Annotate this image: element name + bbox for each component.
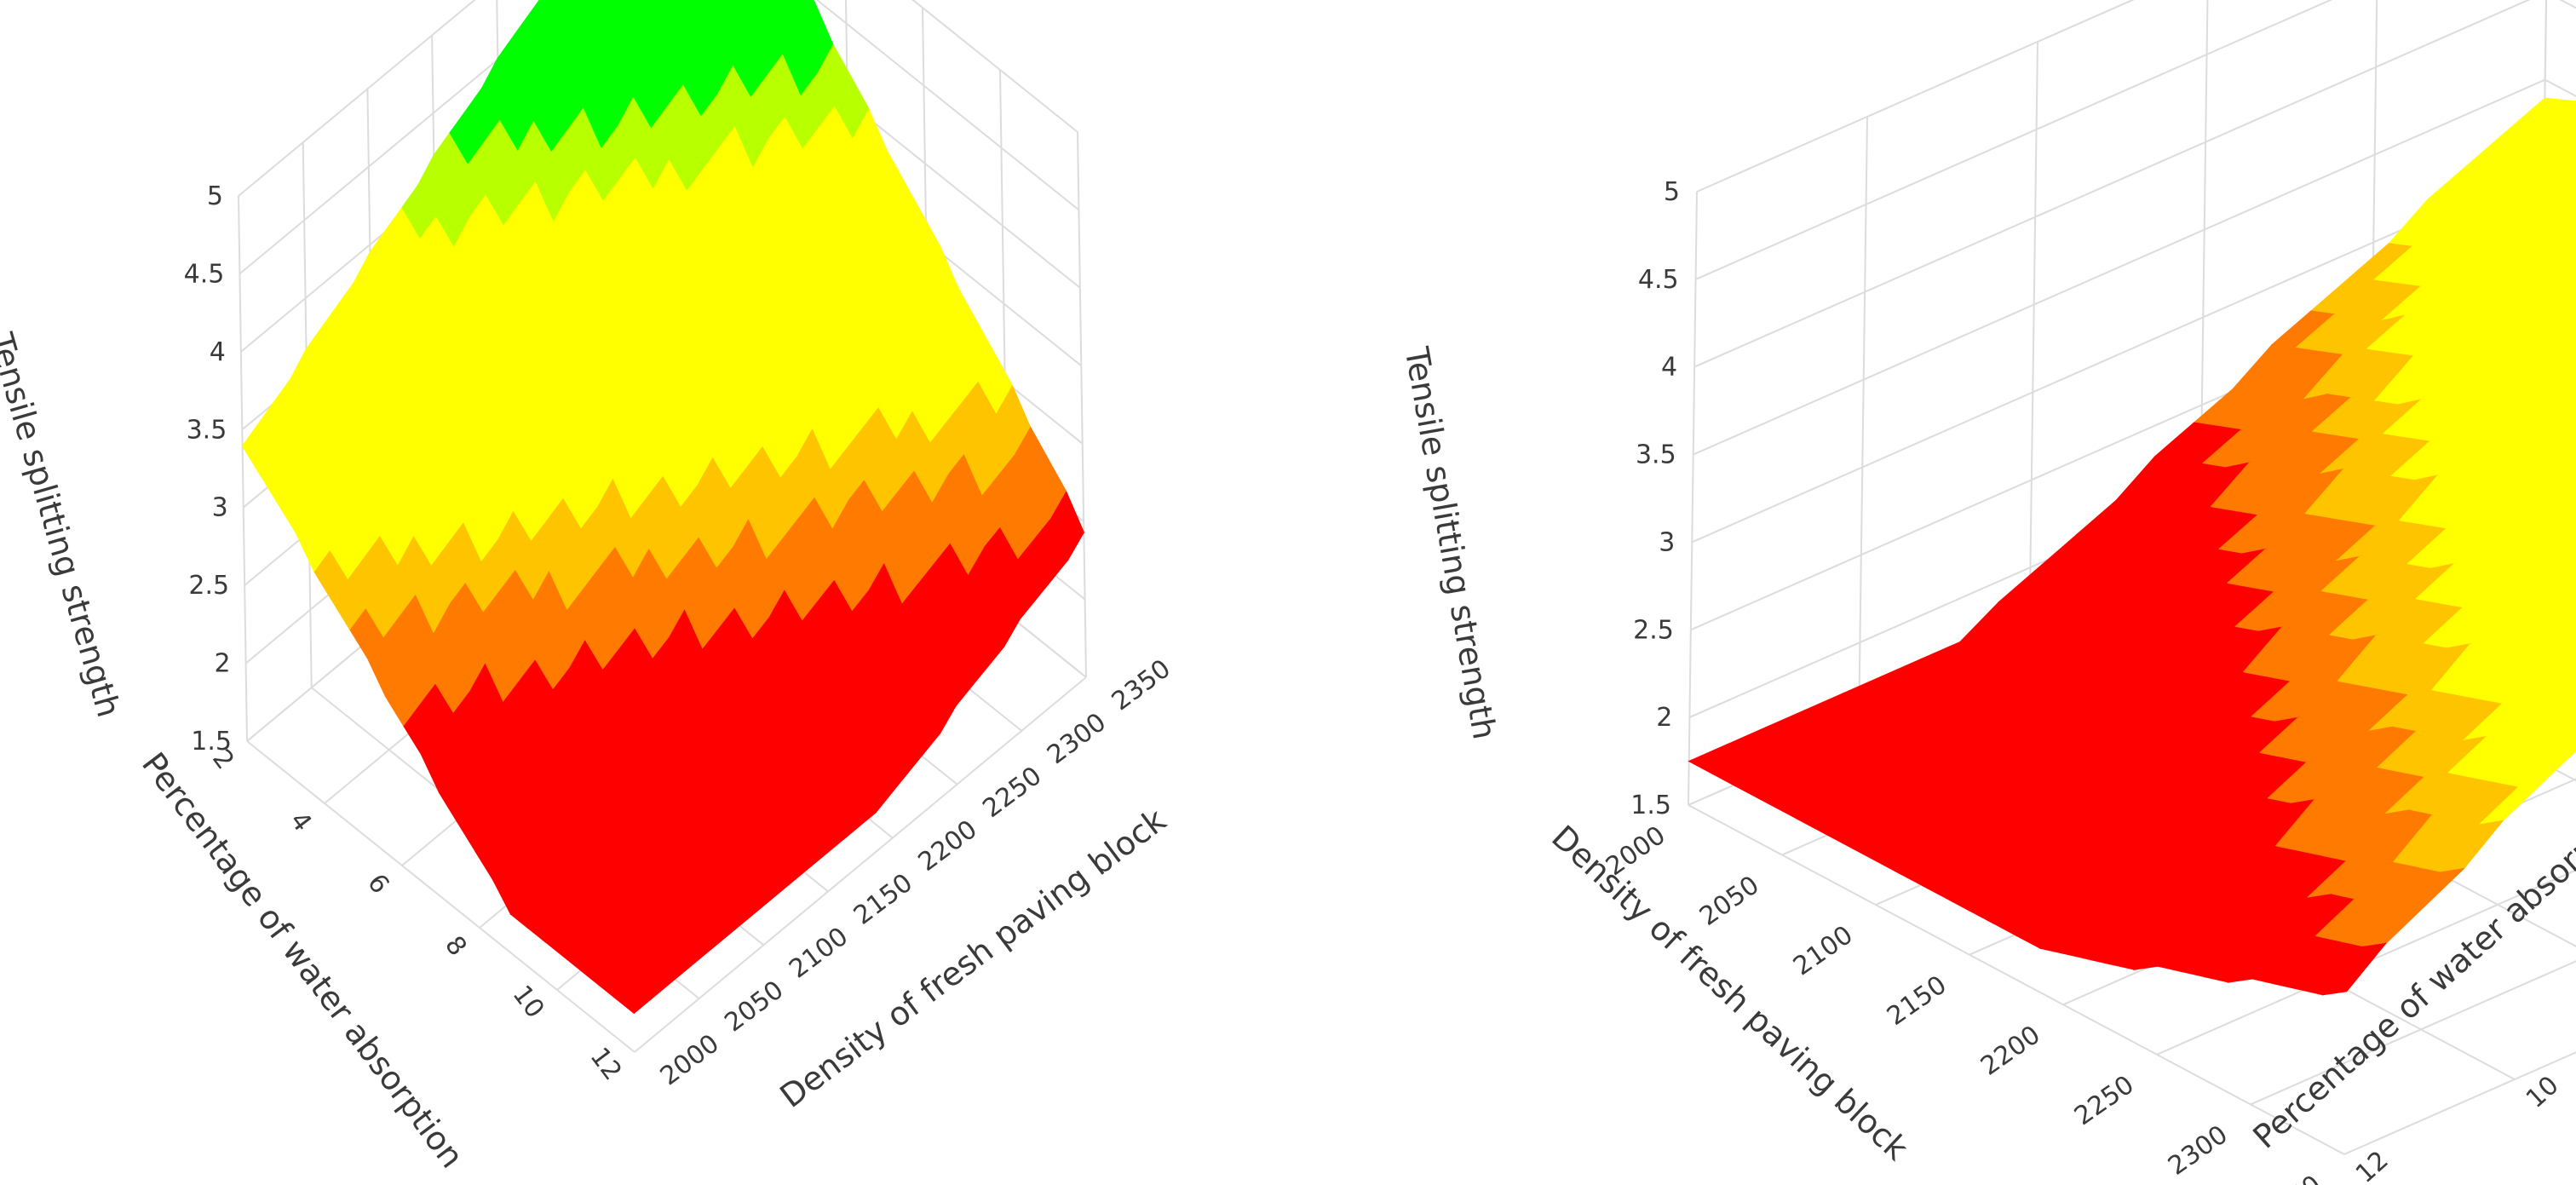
- right-z-ticks: 1.5 2 2.5 3 3.5 4 4.5 5: [1630, 177, 1680, 820]
- right-grid-line: [2343, 1051, 2576, 1155]
- right-grid-line: [1693, 78, 2546, 456]
- right-surface-patch: [2321, 942, 2388, 996]
- right-grid-line: [2028, 41, 2038, 656]
- left-z-tick-label: 2.5: [188, 571, 229, 601]
- right-z-tick-label: 3.5: [1636, 440, 1676, 470]
- left-grid-line: [238, 0, 476, 197]
- chart-left-svg: 1.5 2 2.5 3 3.5 4 4.5 5 20002050210021502200225…: [0, 0, 1176, 1175]
- left-grid-line: [815, 0, 1080, 211]
- left-surface-patch: [752, 0, 781, 22]
- left-grid-line: [1077, 131, 1087, 678]
- right-surface-patch: [2562, 524, 2576, 541]
- right-surface-patch: [2552, 229, 2576, 257]
- left-surface-patch: [724, 0, 740, 12]
- right-grid-line: [1693, 0, 2531, 368]
- right-x-axis-title: Density of fresh paving block: [1544, 818, 1915, 1167]
- right-z-axis-title: Tensile splitting strength: [1397, 343, 1503, 742]
- left-surface-patch: [549, 0, 577, 24]
- right-x-tick-label: 2100: [1788, 920, 1859, 981]
- left-x-tick-label: 2150: [848, 868, 918, 931]
- right-z-tick-label: 3: [1659, 527, 1675, 557]
- left-surface-patch: [612, 0, 616, 3]
- right-surface-patch: [2561, 274, 2576, 290]
- right-x-tick-label: 2200: [1975, 1020, 2046, 1081]
- left-x-tick-label: 2200: [913, 814, 983, 877]
- left-z-axis-title: Tensile splitting strength: [0, 328, 128, 721]
- right-y-tick-label: 10: [2521, 1070, 2565, 1114]
- right-surface-patch: [2554, 466, 2576, 490]
- left-grid-line: [246, 740, 635, 1053]
- left-z-tick-label: 2: [215, 649, 231, 679]
- left-surface: [241, 0, 1084, 1015]
- left-y-tick-label: 4: [284, 807, 317, 837]
- left-z-tick-label: 1.5: [191, 727, 232, 756]
- right-grid-line: [1688, 804, 2345, 1155]
- right-surface-patch: [2551, 116, 2576, 141]
- right-surface-patch: [2556, 731, 2576, 751]
- right-x-tick-label: 2350: [2257, 1170, 2327, 1185]
- right-surface-patch: [2555, 596, 2576, 620]
- right-grid-line: [1696, 0, 2135, 193]
- left-y-tick-label: 12: [584, 1042, 628, 1086]
- right-x-tick-label: 2300: [2163, 1119, 2234, 1181]
- left-surface-patch: [696, 0, 699, 2]
- left-surface-patch: [640, 0, 657, 13]
- right-surface-patch: [2571, 570, 2576, 577]
- chart-right: 1.5 2 2.5 3 3.5 4 4.5 5 2000 2050 2100 2150 2200 225…: [1288, 0, 2576, 1185]
- left-y-tick-label: 8: [439, 931, 472, 962]
- right-surface-patch: [2562, 395, 2576, 415]
- chart-left: 1.5 2 2.5 3 3.5 4 4.5 5 2000 2050 2100 2150 2200 225…: [0, 0, 1176, 1175]
- left-grid-line: [911, 0, 1078, 133]
- right-y-tick-label: 12: [2350, 1145, 2395, 1185]
- right-z-tick-label: 2: [1656, 703, 1672, 733]
- right-grid-line: [2156, 869, 2576, 1056]
- left-z-tick-label: 4.5: [184, 259, 225, 289]
- right-grid-line: [1695, 0, 2333, 280]
- right-x-tick-label: 2150: [1882, 970, 1952, 1032]
- left-grid-line: [634, 676, 1087, 1053]
- left-x-tick-label: 2250: [977, 761, 1047, 824]
- left-x-tick-label: 2100: [784, 922, 854, 985]
- left-y-tick-label: 6: [361, 869, 394, 900]
- right-z-tick-label: 5: [1664, 177, 1680, 207]
- left-z-tick-label: 5: [207, 181, 223, 211]
- left-z-tick-label: 3.5: [187, 415, 227, 445]
- left-grid-line: [239, 0, 572, 275]
- left-x-tick-label: 2300: [1042, 707, 1112, 770]
- right-surface-patch: [2571, 704, 2576, 710]
- right-surface-patch: [2567, 201, 2576, 210]
- right-x-tick-label: 2250: [2069, 1070, 2140, 1131]
- right-grid-line: [1688, 191, 1698, 806]
- left-z-tick-label: 4: [210, 337, 226, 367]
- left-z-ticks: 1.5 2 2.5 3 3.5 4 4.5 5: [184, 181, 232, 756]
- right-grid-line: [2250, 960, 2576, 1106]
- left-grid-line: [238, 195, 248, 742]
- right-z-tick-label: 4.5: [1638, 265, 1679, 295]
- left-y-tick-label: 10: [507, 980, 550, 1024]
- right-z-tick-label: 4: [1661, 353, 1677, 383]
- left-x-tick-label: 2000: [655, 1028, 725, 1091]
- right-z-tick-label: 1.5: [1630, 791, 1671, 820]
- left-z-tick-label: 3: [212, 493, 228, 523]
- right-x-tick-label: 2050: [1694, 870, 1765, 931]
- right-surface: [1688, 97, 2576, 996]
- chart-right-svg: 1.522.533.544.55 20002050210021502200225…: [1397, 0, 2576, 1185]
- left-x-tick-label: 2050: [719, 975, 789, 1038]
- left-surface-patch: [780, 0, 815, 33]
- left-x-tick-label: 2350: [1107, 653, 1176, 716]
- right-grid-line: [1858, 116, 1868, 731]
- right-surface-patch: [2563, 641, 2576, 655]
- right-z-tick-label: 2.5: [1633, 615, 1674, 645]
- right-surface-patch: [2560, 153, 2576, 170]
- right-surface-patch: [2554, 339, 2576, 363]
